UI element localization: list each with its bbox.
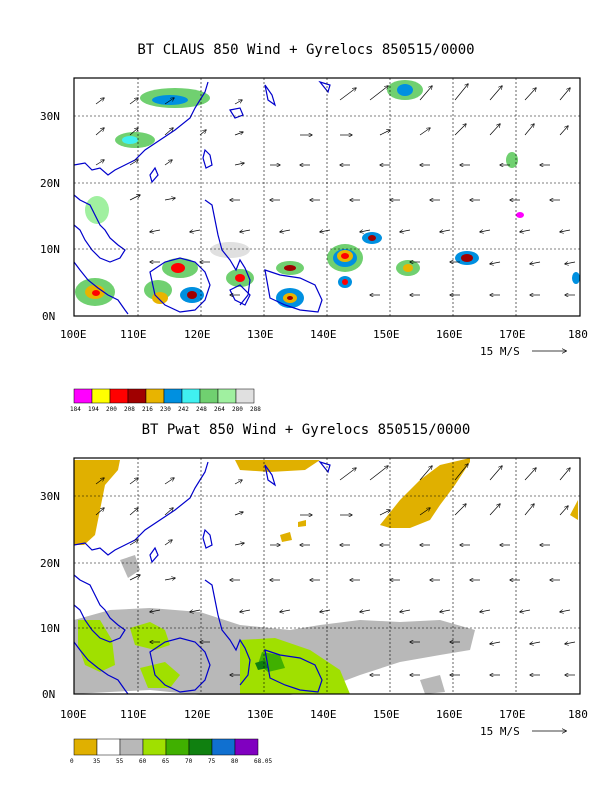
- lon-label: 180: [568, 708, 588, 721]
- lon-label: 160E: [436, 708, 463, 721]
- panel2-ref-vector-label: 15 M/S: [480, 725, 520, 738]
- colorbar-swatch: [235, 388, 255, 404]
- lon-label: 150E: [373, 328, 400, 341]
- colorbar-label: 242: [178, 406, 189, 413]
- colorbar-label: 264: [214, 406, 225, 413]
- panel1-colorbar: 184 194 200 208 216 230 242 248 264 280 288: [70, 388, 261, 413]
- colorbar-swatch: [145, 388, 165, 404]
- lat-label: 0N: [42, 310, 55, 323]
- colorbar-swatch: [109, 388, 129, 404]
- colorbar-label: 80: [231, 758, 239, 765]
- colorbar-label: 208: [124, 406, 135, 413]
- lon-label: 170E: [499, 328, 526, 341]
- lat-label: 0N: [42, 688, 55, 701]
- panel2-frame: [73, 457, 581, 695]
- lon-label: 120E: [184, 328, 211, 341]
- colorbar-swatch: [142, 738, 167, 756]
- colorbar-label: 68.05: [254, 758, 272, 765]
- colorbar-swatch: [127, 388, 147, 404]
- panel1-gridlines: [74, 78, 580, 316]
- colorbar-label: 70: [185, 758, 193, 765]
- panel1-wind-vectors: [95, 84, 576, 295]
- colorbar-swatch: [73, 388, 93, 404]
- panel1-ref-vector-label: 15 M/S: [480, 345, 520, 358]
- panel2-lon-ticks: 100E 110E 120E 130E 140E 150E 160E 170E …: [60, 708, 588, 721]
- lon-label: 110E: [120, 708, 147, 721]
- lat-label: 10N: [40, 243, 60, 256]
- colorbar-swatch: [188, 738, 213, 756]
- lon-label: 150E: [373, 708, 400, 721]
- lat-label: 20N: [40, 177, 60, 190]
- panel1-map: 0N 10N 20N 30N 100E 110E 120E 130E 140E …: [40, 77, 588, 413]
- colorbar-label: 280: [232, 406, 243, 413]
- lon-label: 120E: [184, 708, 211, 721]
- lon-label: 100E: [60, 328, 87, 341]
- colorbar-swatch: [73, 738, 98, 756]
- lon-label: 110E: [120, 328, 147, 341]
- colorbar-swatch: [199, 388, 219, 404]
- lon-label: 140E: [310, 708, 337, 721]
- colorbar-label: 55: [116, 758, 124, 765]
- lon-label: 130E: [247, 328, 274, 341]
- colorbar-label: 288: [250, 406, 261, 413]
- lat-label: 30N: [40, 110, 60, 123]
- lon-label: 130E: [247, 708, 274, 721]
- colorbar-label: 65: [162, 758, 170, 765]
- colorbar-swatch: [217, 388, 237, 404]
- colorbar-label: 194: [88, 406, 99, 413]
- panel1-coastlines: [73, 80, 331, 315]
- panel1-frame: [73, 77, 581, 317]
- lat-label: 10N: [40, 622, 60, 635]
- panel1-lon-ticks: 100E 110E 120E 130E 140E 150E 160E 170E …: [60, 328, 588, 341]
- colorbar-swatch: [165, 738, 190, 756]
- colorbar-swatch: [181, 388, 201, 404]
- lat-label: 20N: [40, 557, 60, 570]
- colorbar-label: 35: [93, 758, 101, 765]
- colorbar-label: 184: [70, 406, 81, 413]
- panel2-pwat-shading: [74, 458, 578, 695]
- panel2-colorbar: 0 35 55 60 65 70 75 80 68.05: [70, 738, 272, 765]
- panel2-lat-ticks: 0N 10N 20N 30N: [40, 490, 60, 701]
- colorbar-label: 248: [196, 406, 207, 413]
- panel2-title: BT Pwat 850 Wind + Gyrelocs 850515/0000: [141, 422, 471, 438]
- panel2-coastlines: [73, 460, 331, 695]
- colorbar-label: 200: [106, 406, 117, 413]
- colorbar-label: 75: [208, 758, 216, 765]
- colorbar-label: 60: [139, 758, 147, 765]
- lon-label: 140E: [310, 328, 337, 341]
- panel1-title: BT CLAUS 850 Wind + Gyrelocs 850515/0000: [137, 42, 475, 58]
- lon-label: 160E: [436, 328, 463, 341]
- colorbar-swatch: [119, 738, 144, 756]
- colorbar-label: 230: [160, 406, 171, 413]
- colorbar-swatch: [163, 388, 183, 404]
- colorbar-label: 216: [142, 406, 153, 413]
- panel1-lat-ticks: 0N 10N 20N 30N: [40, 110, 60, 323]
- colorbar-swatch: [234, 738, 259, 756]
- lon-label: 180: [568, 328, 588, 341]
- panel2-wind-vectors: [95, 464, 576, 675]
- colorbar-swatch: [211, 738, 236, 756]
- lon-label: 100E: [60, 708, 87, 721]
- lat-label: 30N: [40, 490, 60, 503]
- lon-label: 170E: [499, 708, 526, 721]
- panel2-map: 0N 10N 20N 30N 100E 110E 120E 130E 140E …: [40, 457, 588, 765]
- colorbar-label: 0: [70, 758, 74, 765]
- colorbar-swatch: [91, 388, 111, 404]
- colorbar-swatch: [96, 738, 121, 756]
